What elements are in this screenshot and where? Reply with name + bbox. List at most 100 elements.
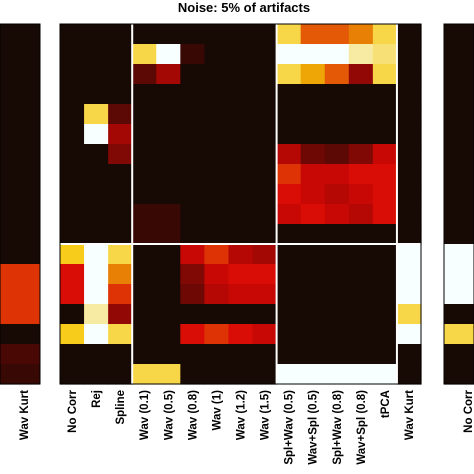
heatmap-cell <box>0 184 40 205</box>
heatmap-cell <box>60 224 85 245</box>
heatmap-cell <box>84 364 109 385</box>
heatmap-cell <box>204 264 230 285</box>
heatmap-cell <box>348 204 374 225</box>
heatmap-cell <box>132 104 157 125</box>
heatmap-cell <box>204 144 230 165</box>
heatmap-cell <box>228 204 254 225</box>
heatmap-cell <box>444 304 474 325</box>
heatmap-cell <box>348 164 374 185</box>
heatmap-cell <box>0 24 40 45</box>
heatmap-cell <box>300 224 326 245</box>
heatmap-cell <box>324 124 350 145</box>
heatmap-cell <box>108 324 133 345</box>
heatmap-cell <box>252 344 278 365</box>
heatmap-cell <box>60 344 85 365</box>
heatmap-cell <box>324 324 350 345</box>
heatmap-cell <box>228 244 254 265</box>
heatmap-cell <box>372 284 398 305</box>
heatmap-cell <box>396 64 422 85</box>
heatmap-cell <box>324 44 350 65</box>
grid-separator <box>275 24 278 384</box>
heatmap-cell <box>396 124 422 145</box>
heatmap-cell <box>84 204 109 225</box>
heatmap-cell <box>204 284 230 305</box>
center-frame <box>59 23 422 385</box>
heatmap-cell <box>204 184 230 205</box>
heatmap-cell <box>228 324 254 345</box>
heatmap-cell <box>252 244 278 265</box>
heatmap-cell <box>204 124 230 145</box>
heatmap-cell <box>444 44 474 65</box>
heatmap-cell <box>252 164 278 185</box>
heatmap-cell <box>108 244 133 265</box>
heatmap-cell <box>324 164 350 185</box>
heatmap-cell <box>228 144 254 165</box>
heatmap-cell <box>276 344 302 365</box>
heatmap-cell <box>348 224 374 245</box>
heatmap-cell <box>444 24 474 45</box>
heatmap-cell <box>60 104 85 125</box>
heatmap-cell <box>84 104 109 125</box>
heatmap-cell <box>204 24 230 45</box>
heatmap-cell <box>84 344 109 365</box>
heatmap-cell <box>300 364 326 385</box>
heatmap-cell <box>348 284 374 305</box>
heatmap-cell <box>60 204 85 225</box>
heatmap-cell <box>132 24 157 45</box>
heatmap-cell <box>60 364 85 385</box>
heatmap-cell <box>276 244 302 265</box>
heatmap-cell <box>60 264 85 285</box>
heatmap-cell <box>324 184 350 205</box>
heatmap-cell <box>60 64 85 85</box>
heatmap-cell <box>108 124 133 145</box>
heatmap-cell <box>324 284 350 305</box>
heatmap-cell <box>252 184 278 205</box>
grid-separator <box>131 24 134 384</box>
heatmap-cell <box>348 244 374 265</box>
heatmap-cell <box>228 264 254 285</box>
heatmap-cell <box>372 84 398 105</box>
heatmap-cell <box>60 84 85 105</box>
heatmap-cell <box>228 24 254 45</box>
heatmap-cell <box>0 124 40 145</box>
heatmap-cell <box>276 104 302 125</box>
heatmap-cell <box>204 44 230 65</box>
heatmap-cell <box>204 224 230 245</box>
heatmap-cell <box>228 124 254 145</box>
heatmap-cell <box>84 304 109 325</box>
heatmap-cell <box>372 324 398 345</box>
heatmap-cell <box>300 164 326 185</box>
heatmap-cell <box>444 204 474 225</box>
heatmap-cell <box>324 244 350 265</box>
heatmap-cell <box>324 264 350 285</box>
heatmap-cell <box>84 244 109 265</box>
heatmap-cell <box>348 44 374 65</box>
heatmap-cell <box>60 124 85 145</box>
heatmap-cell <box>204 244 230 265</box>
heatmap-cell <box>396 364 422 385</box>
heatmap-cell <box>300 44 326 65</box>
heatmap-cell <box>324 84 350 105</box>
heatmap-cell <box>444 124 474 145</box>
heatmap-cell <box>204 104 230 125</box>
heatmap-cell <box>84 64 109 85</box>
heatmap-cell <box>228 64 254 85</box>
heatmap-cell <box>348 64 374 85</box>
heatmap-cell <box>324 204 350 225</box>
heatmap-cell <box>300 104 326 125</box>
heatmap-cell <box>132 344 157 365</box>
heatmap-cell <box>84 84 109 105</box>
heatmap-cell <box>348 24 374 45</box>
heatmap-cell <box>372 244 398 265</box>
heatmap-cell <box>108 264 133 285</box>
heatmap-cell <box>372 64 398 85</box>
heatmap-cell <box>252 24 278 45</box>
heatmap-cell <box>132 244 157 265</box>
heatmap-cell <box>300 24 326 45</box>
heatmap-cell <box>300 144 326 165</box>
heatmap-cell <box>204 364 230 385</box>
heatmap-cell <box>228 84 254 105</box>
heatmap-cell <box>180 104 205 125</box>
heatmap-cell <box>372 164 398 185</box>
heatmap-cell <box>180 44 205 65</box>
